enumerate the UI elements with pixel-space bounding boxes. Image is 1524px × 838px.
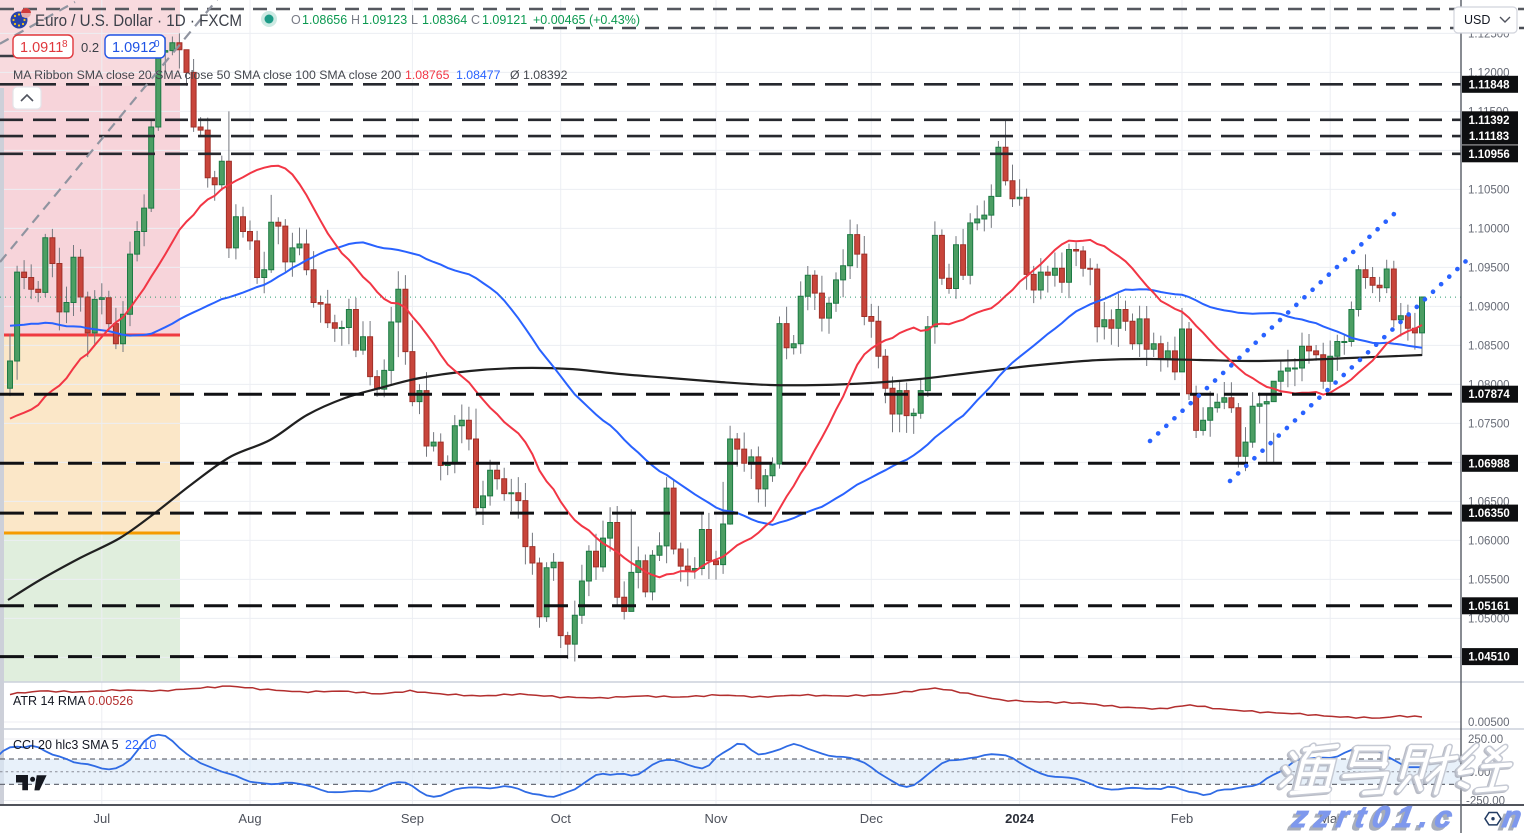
- svg-text:Sep: Sep: [401, 811, 424, 826]
- svg-text:Nov: Nov: [704, 811, 728, 826]
- svg-text:1.07874: 1.07874: [1468, 389, 1510, 401]
- svg-text:1.07500: 1.07500: [1468, 418, 1510, 430]
- svg-text:1.09000: 1.09000: [1468, 301, 1510, 313]
- svg-text:O: O: [291, 13, 301, 27]
- svg-text:0.00526: 0.00526: [88, 694, 133, 708]
- svg-text:1.06000: 1.06000: [1468, 535, 1510, 547]
- svg-text:1.08364: 1.08364: [422, 13, 467, 27]
- svg-text:CCI 20 hlc3 SMA 5: CCI 20 hlc3 SMA 5: [13, 738, 119, 752]
- svg-text:USD: USD: [1464, 13, 1490, 27]
- svg-text:0.2: 0.2: [81, 40, 99, 55]
- svg-text:-250.00: -250.00: [1466, 796, 1505, 808]
- svg-text:1.04510: 1.04510: [1468, 652, 1510, 664]
- svg-text:1.08765: 1.08765: [405, 68, 450, 82]
- svg-text:1.10000: 1.10000: [1468, 223, 1510, 235]
- svg-text:1.09123: 1.09123: [362, 13, 407, 27]
- svg-text:1.05000: 1.05000: [1468, 613, 1510, 625]
- svg-text:1.08656: 1.08656: [302, 13, 347, 27]
- svg-text:1.06988: 1.06988: [1468, 458, 1510, 470]
- svg-text:1.11183: 1.11183: [1469, 131, 1509, 143]
- svg-text:1.08477: 1.08477: [456, 68, 501, 82]
- svg-text:Aug: Aug: [238, 811, 261, 826]
- svg-text:1.06350: 1.06350: [1468, 508, 1510, 520]
- svg-text:Dec: Dec: [860, 811, 884, 826]
- svg-text:1.11392: 1.11392: [1469, 115, 1510, 127]
- svg-text:1.09121: 1.09121: [482, 13, 527, 27]
- svg-text:1.10956: 1.10956: [1468, 149, 1510, 161]
- svg-text:H: H: [351, 13, 360, 27]
- svg-text:+0.00465 (+0.43%): +0.00465 (+0.43%): [533, 13, 640, 27]
- svg-text:1.11848: 1.11848: [1469, 79, 1511, 91]
- svg-text:8: 8: [62, 39, 68, 50]
- svg-text:MA Ribbon SMA close 20 SMA clo: MA Ribbon SMA close 20 SMA close 50 SMA …: [13, 68, 401, 82]
- svg-text:0: 0: [154, 39, 160, 50]
- svg-text:1.10500: 1.10500: [1468, 184, 1510, 196]
- svg-text:1.05161: 1.05161: [1468, 601, 1510, 613]
- svg-text:L: L: [411, 13, 418, 27]
- svg-text:1.05500: 1.05500: [1468, 574, 1510, 586]
- svg-text:1.08500: 1.08500: [1468, 340, 1510, 352]
- svg-text:Euro / U.S. Dollar · 1D · FXCM: Euro / U.S. Dollar · 1D · FXCM: [35, 12, 242, 30]
- svg-text:0.00500: 0.00500: [1468, 717, 1510, 729]
- svg-text:Mar: Mar: [1319, 811, 1342, 826]
- svg-text:zzrt01.c: zzrt01.c: [1285, 804, 1458, 833]
- svg-text:Jul: Jul: [93, 811, 110, 826]
- svg-text:1.09500: 1.09500: [1468, 262, 1510, 274]
- svg-text:1.0912: 1.0912: [112, 40, 156, 56]
- svg-text:1.0911: 1.0911: [20, 40, 63, 56]
- svg-text:Ø 1.08392: Ø 1.08392: [510, 68, 568, 82]
- svg-text:ATR 14 RMA: ATR 14 RMA: [13, 694, 86, 708]
- svg-text:zzrt01.c: zzrt01.c: [1289, 801, 1462, 833]
- svg-text:22.10: 22.10: [125, 738, 156, 752]
- svg-text:Oct: Oct: [551, 811, 572, 826]
- svg-text:C: C: [471, 13, 480, 27]
- svg-text:Feb: Feb: [1171, 811, 1193, 826]
- svg-text:2024: 2024: [1005, 811, 1035, 826]
- svg-text:250.00: 250.00: [1468, 734, 1503, 746]
